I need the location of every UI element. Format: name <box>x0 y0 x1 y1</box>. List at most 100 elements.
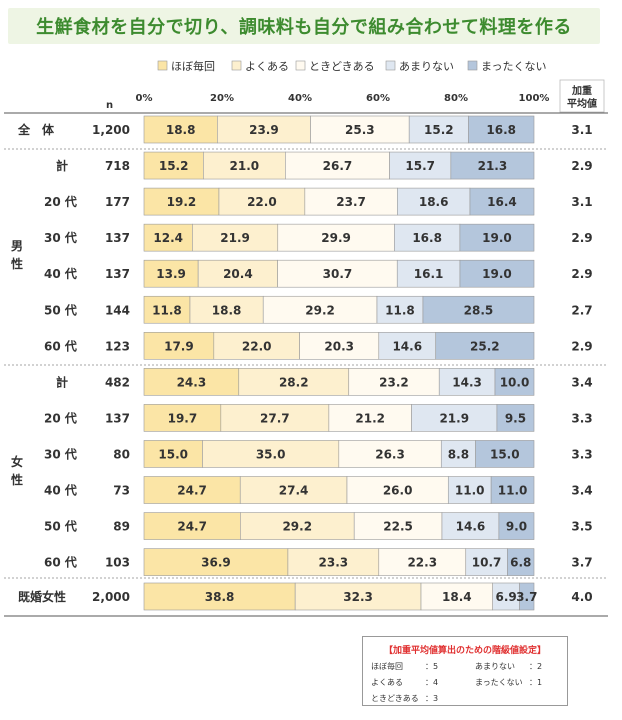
n-header: n <box>106 100 113 111</box>
bar-segment <box>143 187 220 216</box>
note-key: ときどきある <box>371 694 419 703</box>
bar-value-label: 23.7 <box>336 195 366 209</box>
bar-value-label: 22.5 <box>383 520 413 534</box>
row-n: 1,200 <box>92 123 130 137</box>
bar-value-label: 29.2 <box>305 303 335 317</box>
bar-segment <box>202 440 340 468</box>
bar-value-label: 21.9 <box>220 231 250 245</box>
x-tick-label: 20% <box>210 93 234 104</box>
row-n: 137 <box>105 411 130 425</box>
bar-value-label: 14.6 <box>392 339 422 353</box>
x-tick-label: 40% <box>288 93 312 104</box>
bar-segment <box>397 187 471 216</box>
bar-value-label: 10.0 <box>500 375 530 389</box>
bar-value-label: 19.0 <box>482 231 512 245</box>
bar-value-label: 10.7 <box>472 556 502 570</box>
bar-segment <box>496 404 535 432</box>
legend-swatch <box>467 60 478 71</box>
row-avg: 2.9 <box>571 159 592 173</box>
avg-header-line2: 平均値 <box>567 97 597 110</box>
bar-value-label: 18.4 <box>442 590 472 604</box>
bar-value-label: 22.0 <box>242 339 272 353</box>
bar-segment <box>441 512 500 540</box>
row-avg: 4.0 <box>571 590 592 604</box>
row-label: 40 代 <box>44 483 77 498</box>
bar-segment <box>310 115 410 144</box>
bar-segment <box>389 151 452 180</box>
legend-label: ほぼ毎回 <box>171 60 215 73</box>
note-value: ：2 <box>529 662 543 671</box>
bar-value-label: 14.3 <box>452 375 482 389</box>
bar-value-label: 24.3 <box>177 375 207 389</box>
bar-segment <box>143 151 204 180</box>
bar-segment <box>378 548 467 576</box>
bar-value-label: 25.2 <box>470 339 500 353</box>
bar-value-label: 16.8 <box>412 231 442 245</box>
note-value: ：4 <box>425 678 439 687</box>
bar-value-label: 16.4 <box>487 195 517 209</box>
bar-value-label: 13.9 <box>156 267 186 281</box>
bar-segment <box>220 404 330 432</box>
bar-value-label: 6.8 <box>510 556 531 570</box>
bar-value-label: 18.6 <box>419 195 449 209</box>
legend-label: ときどきある <box>309 60 375 73</box>
bar-segment <box>143 259 199 288</box>
bar-segment <box>420 582 494 611</box>
bar-segment <box>238 368 350 396</box>
bar-value-label: 23.9 <box>249 123 279 137</box>
bar-value-label: 11.0 <box>455 484 485 498</box>
bar-segment <box>450 151 535 180</box>
bar-segment <box>346 476 449 504</box>
row-label: 計 <box>56 158 68 173</box>
x-tick-label: 100% <box>519 93 550 104</box>
x-tick-label: 60% <box>366 93 390 104</box>
bar-segment <box>519 582 535 611</box>
bar-value-label: 27.4 <box>279 484 309 498</box>
row-avg: 3.3 <box>571 411 592 425</box>
row-n: 89 <box>113 520 130 534</box>
bar-value-label: 9.0 <box>506 520 527 534</box>
bar-segment <box>218 187 306 216</box>
row-label: 50 代 <box>44 302 77 317</box>
group-label-male: 性 <box>10 256 23 271</box>
bar-segment <box>396 259 461 288</box>
bar-value-label: 15.7 <box>405 159 435 173</box>
row-label: 全 体 <box>17 122 55 137</box>
bar-value-label: 22.0 <box>247 195 277 209</box>
row-avg: 3.4 <box>571 375 592 389</box>
bar-value-label: 27.7 <box>260 411 290 425</box>
bar-segment <box>422 295 535 324</box>
note-value: ：3 <box>425 694 439 703</box>
note-key: ほぼ毎回 <box>371 662 403 671</box>
bar-value-label: 22.3 <box>407 556 437 570</box>
group-label-male: 男 <box>11 239 23 253</box>
legend-swatch <box>231 60 242 71</box>
row-label: 20 代 <box>44 194 77 209</box>
bar-value-label: 18.8 <box>166 123 196 137</box>
bar-value-label: 8.8 <box>448 447 469 461</box>
bar-value-label: 23.3 <box>319 556 349 570</box>
bar-segment <box>353 512 443 540</box>
bar-segment <box>408 115 469 144</box>
bar-segment <box>143 223 193 252</box>
bar-segment <box>143 582 296 611</box>
x-tick-label: 80% <box>444 93 468 104</box>
legend-swatch <box>157 60 168 71</box>
note-item-4: よくある ：4 <box>371 677 438 688</box>
bar-segment <box>469 187 535 216</box>
row-label: 既婚女性 <box>18 589 66 604</box>
bar-value-label: 29.9 <box>321 231 351 245</box>
bar-value-label: 20.4 <box>223 267 253 281</box>
avg-header-box <box>559 79 605 113</box>
bar-segment <box>203 151 286 180</box>
bar-value-label: 21.3 <box>478 159 508 173</box>
row-n: 137 <box>105 267 130 281</box>
bar-segment <box>217 115 311 144</box>
row-n: 80 <box>113 447 130 461</box>
bar-segment <box>143 295 191 324</box>
row-avg: 3.3 <box>571 447 592 461</box>
bar-value-label: 6.9 <box>496 590 517 604</box>
bar-value-label: 21.2 <box>355 411 385 425</box>
bar-segment <box>277 259 398 288</box>
